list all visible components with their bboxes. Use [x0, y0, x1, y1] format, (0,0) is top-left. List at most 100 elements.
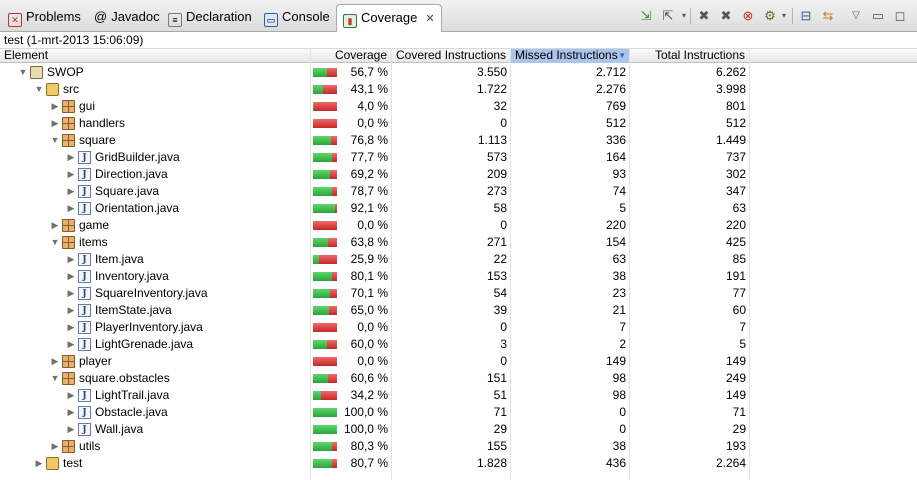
expand-right-icon[interactable]: ▶ [51, 356, 59, 366]
expand-right-icon[interactable]: ▶ [67, 424, 75, 434]
close-icon[interactable]: ✕ [425, 13, 435, 25]
expand-right-icon[interactable]: ▶ [67, 305, 75, 315]
expand-right-icon[interactable]: ▶ [67, 322, 75, 332]
package-icon [62, 117, 75, 130]
relaunch-icon[interactable]: ⚙ [764, 8, 776, 23]
covered-instructions-cell: 3 [500, 337, 507, 351]
expand-right-icon[interactable]: ▶ [67, 152, 75, 162]
table-row[interactable]: ▶ J Direction.java 69,2 % 209 93 302 [0, 166, 917, 183]
table-row[interactable]: ▼ items 63,8 % 271 154 425 [0, 234, 917, 251]
missed-instructions-cell: 2 [619, 337, 626, 351]
table-row[interactable]: ▶ utils 80,3 % 155 38 193 [0, 438, 917, 455]
table-row[interactable]: ▼ SWOP 56,7 % 3.550 2.712 6.262 [0, 64, 917, 81]
link-with-editor-icon[interactable]: ⇆ [822, 8, 834, 23]
expand-down-icon[interactable]: ▼ [50, 135, 60, 145]
missed-instructions-cell: 7 [619, 320, 626, 334]
table-row[interactable]: ▶ J Item.java 25,9 % 22 63 85 [0, 251, 917, 268]
table-row[interactable]: ▶ test 80,7 % 1.828 436 2.264 [0, 455, 917, 472]
coverage-bar-missed [313, 119, 337, 128]
expand-right-icon[interactable]: ▶ [67, 271, 75, 281]
element-name: square.obstacles [79, 371, 170, 385]
export-icon[interactable]: ⇲ [640, 8, 652, 23]
table-row[interactable]: ▶ J LightGrenade.java 60,0 % 3 2 5 [0, 336, 917, 353]
table-row[interactable]: ▶ J Wall.java 100,0 % 29 0 29 [0, 421, 917, 438]
total-instructions-cell: 149 [725, 388, 746, 402]
tab-console[interactable]: ▭ Console [264, 5, 330, 29]
table-row[interactable]: ▶ handlers 0,0 % 0 512 512 [0, 115, 917, 132]
coverage-bar-missed [328, 238, 337, 247]
coverage-bar-missed [313, 221, 337, 230]
table-row[interactable]: ▶ J LightTrail.java 34,2 % 51 98 149 [0, 387, 917, 404]
table-row[interactable]: ▶ J Square.java 78,7 % 273 74 347 [0, 183, 917, 200]
coverage-bar [313, 153, 337, 162]
table-row[interactable]: ▶ J Obstacle.java 100,0 % 71 0 71 [0, 404, 917, 421]
tab-problems[interactable]: ✕ Problems [8, 5, 81, 29]
import-icon[interactable]: ⇱ [662, 8, 674, 23]
expand-right-icon[interactable]: ▶ [67, 288, 75, 298]
expand-right-icon[interactable]: ▶ [51, 101, 59, 111]
column-header-covered[interactable]: Covered Instructions [392, 49, 511, 63]
expand-right-icon[interactable]: ▶ [67, 254, 75, 264]
expand-right-icon[interactable]: ▶ [67, 339, 75, 349]
minimize-icon[interactable]: ▭ [871, 8, 885, 23]
total-instructions-cell: 5 [739, 337, 746, 351]
expand-down-icon[interactable]: ▼ [50, 373, 60, 383]
dropdown-chevron-icon[interactable]: ▾ [781, 11, 786, 20]
tab-declaration[interactable]: ≡ Declaration [168, 5, 252, 29]
covered-instructions-cell: 271 [486, 235, 507, 249]
table-row[interactable]: ▼ square 76,8 % 1.113 336 1.449 [0, 132, 917, 149]
expand-right-icon[interactable]: ▶ [67, 169, 75, 179]
table-row[interactable]: ▼ square.obstacles 60,6 % 151 98 249 [0, 370, 917, 387]
table-row[interactable]: ▶ J Orientation.java 92,1 % 58 5 63 [0, 200, 917, 217]
coverage-bar [313, 306, 337, 315]
collapse-all-icon[interactable]: ⊟ [800, 8, 812, 23]
table-row[interactable]: ▶ player 0,0 % 0 149 149 [0, 353, 917, 370]
column-header-total[interactable]: Total Instructions [630, 49, 750, 63]
expand-right-icon[interactable]: ▶ [67, 186, 75, 196]
coverage-cell: 63,8 % [350, 235, 388, 249]
coverage-bar [313, 136, 337, 145]
coverage-bar-covered [313, 204, 335, 213]
column-header-element[interactable]: Element [0, 49, 311, 63]
expand-down-icon[interactable]: ▼ [34, 84, 44, 94]
tab-label: Console [282, 9, 330, 24]
maximize-icon[interactable]: ◻ [894, 8, 906, 23]
table-row[interactable]: ▶ J SquareInventory.java 70,1 % 54 23 77 [0, 285, 917, 302]
table-row[interactable]: ▶ J PlayerInventory.java 0,0 % 0 7 7 [0, 319, 917, 336]
element-name: LightGrenade.java [95, 337, 194, 351]
column-header-coverage[interactable]: Coverage [311, 49, 392, 63]
expand-down-icon[interactable]: ▼ [18, 67, 28, 77]
covered-instructions-cell: 54 [493, 286, 507, 300]
table-row[interactable]: ▼ src 43,1 % 1.722 2.276 3.998 [0, 81, 917, 98]
expand-right-icon[interactable]: ▶ [67, 390, 75, 400]
java-file-icon: J [78, 304, 91, 317]
coverage-cell: 69,2 % [350, 167, 388, 181]
table-row[interactable]: ▶ J ItemState.java 65,0 % 39 21 60 [0, 302, 917, 319]
tab-coverage[interactable]: ▮ Coverage ✕ [336, 4, 442, 32]
missed-instructions-cell: 149 [605, 354, 626, 368]
coverage-bar-missed [332, 153, 337, 162]
total-instructions-cell: 512 [725, 116, 746, 130]
dropdown-chevron-icon[interactable]: ▾ [681, 11, 686, 20]
table-row[interactable]: ▶ J GridBuilder.java 77,7 % 573 164 737 [0, 149, 917, 166]
table-row[interactable]: ▶ game 0,0 % 0 220 220 [0, 217, 917, 234]
remove-all-sessions-icon[interactable]: ✖ [720, 8, 732, 23]
view-menu-icon[interactable]: ▽ [852, 10, 860, 21]
merge-sessions-icon[interactable]: ⊗ [742, 8, 754, 23]
expand-right-icon[interactable]: ▶ [35, 458, 43, 468]
tab-javadoc[interactable]: @ Javadoc [94, 5, 160, 29]
expand-down-icon[interactable]: ▼ [50, 237, 60, 247]
expand-right-icon[interactable]: ▶ [51, 220, 59, 230]
coverage-bar-covered [313, 170, 330, 179]
covered-instructions-cell: 58 [493, 201, 507, 215]
element-name: player [79, 354, 112, 368]
column-header-missed[interactable]: Missed Instructions ▼ [511, 49, 630, 63]
remove-session-icon[interactable]: ✖ [698, 8, 710, 23]
table-row[interactable]: ▶ gui 4,0 % 32 769 801 [0, 98, 917, 115]
expand-right-icon[interactable]: ▶ [51, 118, 59, 128]
table-row[interactable]: ▶ J Inventory.java 80,1 % 153 38 191 [0, 268, 917, 285]
expand-right-icon[interactable]: ▶ [51, 441, 59, 451]
expand-right-icon[interactable]: ▶ [67, 203, 75, 213]
covered-instructions-cell: 273 [486, 184, 507, 198]
expand-right-icon[interactable]: ▶ [67, 407, 75, 417]
